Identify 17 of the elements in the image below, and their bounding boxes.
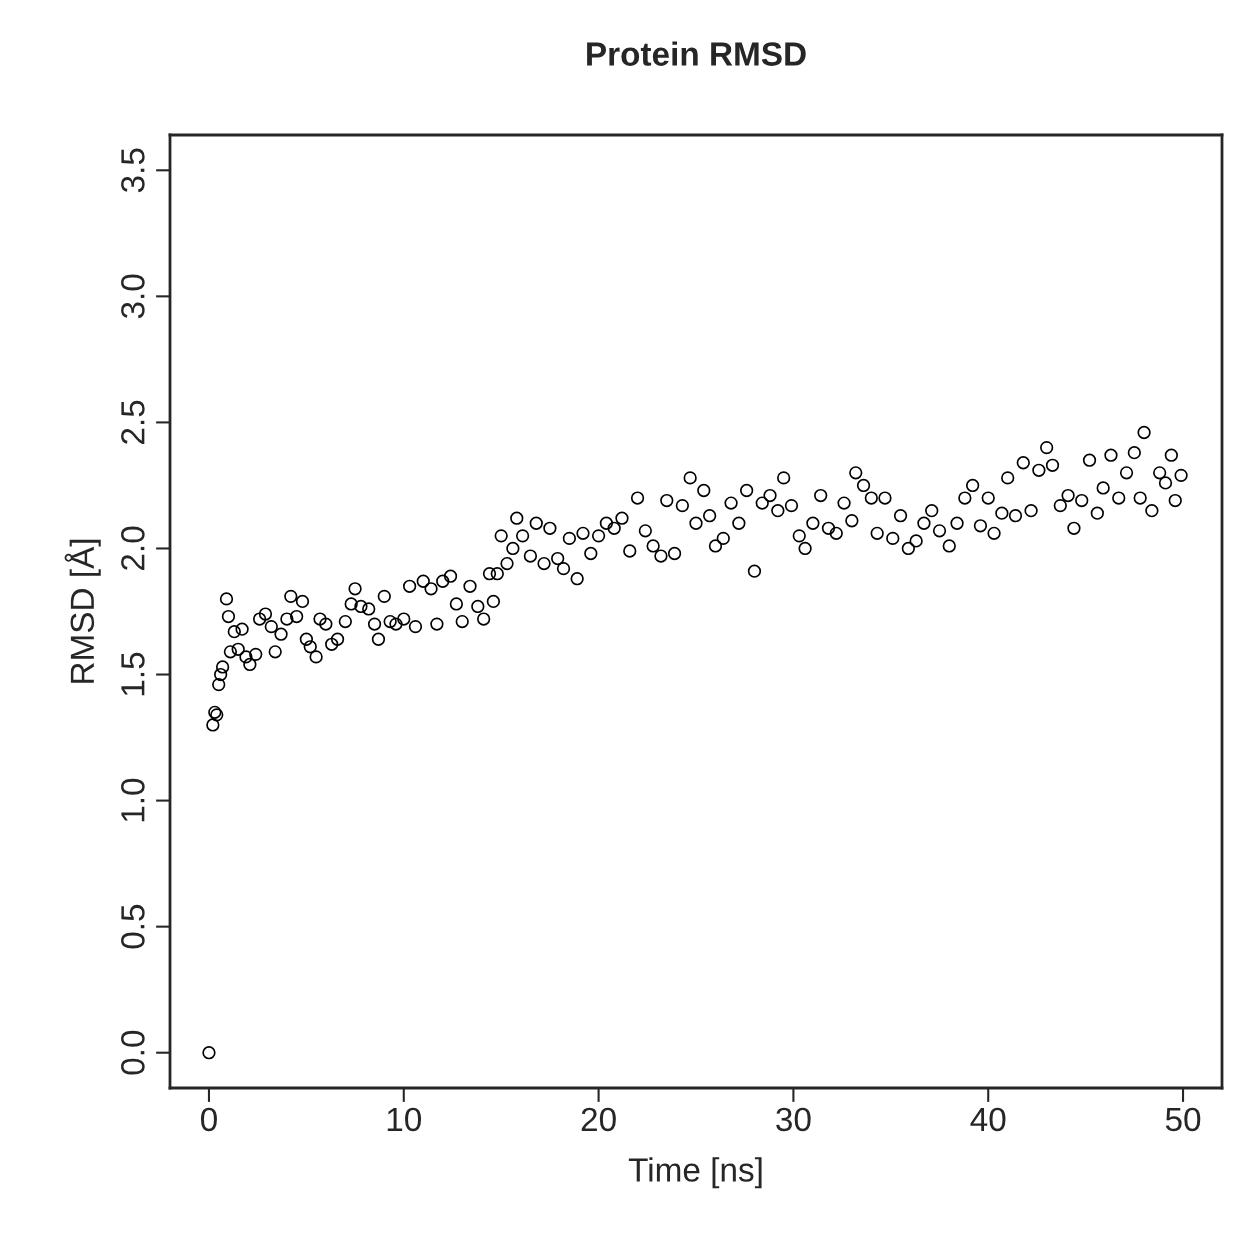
x-tick-label: 30 xyxy=(776,1107,811,1132)
y-axis-title: RMSD [Å] xyxy=(64,539,101,683)
y-tick-label: 2.0 xyxy=(121,526,145,570)
y-tick-label: 0.5 xyxy=(121,904,145,949)
y-tick-label: 1.0 xyxy=(121,778,145,822)
y-tick-label: 0.0 xyxy=(121,1030,145,1075)
x-tick-label: 10 xyxy=(387,1107,422,1132)
x-tick-label: 40 xyxy=(970,1107,1006,1132)
x-tick-label: 20 xyxy=(581,1107,616,1132)
y-tick-label: 3.5 xyxy=(121,148,145,193)
x-tick-label: 50 xyxy=(1165,1107,1201,1132)
x-axis-title: Time [ns] xyxy=(628,1157,762,1189)
x-tick-label: 0 xyxy=(201,1107,217,1132)
y-tick-label: 1.5 xyxy=(121,652,145,696)
chart-title: Protein RMSD xyxy=(587,41,806,66)
y-tick-label: 2.5 xyxy=(121,400,145,444)
y-tick-label: 3.0 xyxy=(121,274,145,319)
